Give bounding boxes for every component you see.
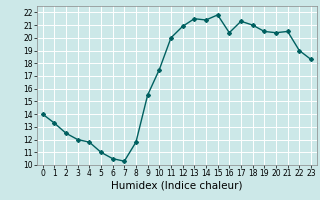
X-axis label: Humidex (Indice chaleur): Humidex (Indice chaleur) — [111, 181, 243, 191]
